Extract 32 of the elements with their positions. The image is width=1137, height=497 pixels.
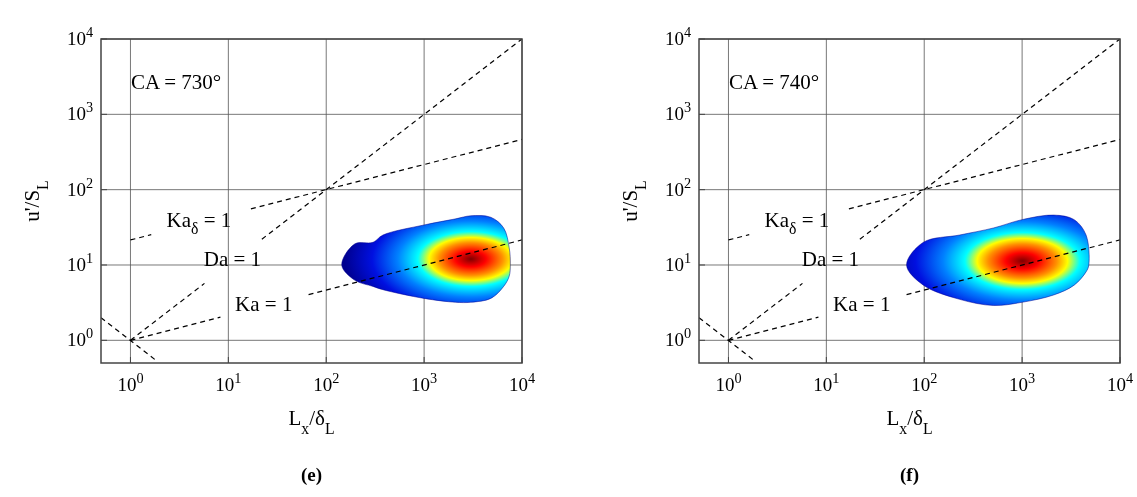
text: (e) — [300, 464, 323, 486]
series-label: Ka = 1 — [833, 291, 891, 316]
y-tick-label: 10$^{4}$ — [66, 24, 93, 49]
x-tick-label: 10$^{3}$ — [411, 370, 438, 395]
x-axis-title: L$_{x}$/δ$_{L}$ — [288, 406, 335, 437]
y-tick-label: 10$^{3}$ — [66, 99, 93, 125]
series-label: Da = 1 — [203, 247, 262, 272]
x-tick-label: 10$^{0}$ — [715, 370, 742, 395]
y-tick-label: 10$^{0}$ — [664, 325, 691, 351]
text: CA = 740° — [729, 70, 820, 94]
series-label: Ka = 1 — [235, 291, 293, 316]
y-tick-label: 10$^{2}$ — [664, 174, 691, 200]
y-tick-label: 10$^{4}$ — [664, 24, 691, 49]
y-tick-label: 10$^{3}$ — [664, 99, 691, 125]
y-tick-label: 10$^{0}$ — [66, 325, 93, 351]
series-label: Ka$_{δ}$ = 1 — [764, 207, 830, 237]
series-label: Da = 1 — [801, 247, 860, 272]
text: (f) — [900, 464, 919, 486]
text: CA = 730° — [131, 70, 222, 94]
x-tick-label: 10$^{4}$ — [508, 370, 536, 395]
y-tick-label: 10$^{1}$ — [66, 249, 93, 275]
y-tick-label: 10$^{1}$ — [664, 249, 691, 275]
x-tick-label: 10$^{2}$ — [313, 370, 340, 395]
x-tick-label: 10$^{3}$ — [1009, 370, 1036, 395]
series-label: Ka$_{δ}$ = 1 — [166, 207, 232, 237]
x-tick-label: 10$^{1}$ — [215, 370, 242, 395]
x-tick-label: 10$^{2}$ — [911, 370, 938, 395]
x-tick-label: 10$^{4}$ — [1106, 370, 1134, 395]
x-tick-label: 10$^{1}$ — [813, 370, 840, 395]
y-tick-label: 10$^{2}$ — [66, 174, 93, 200]
x-axis-title: L$_{x}$/δ$_{L}$ — [886, 406, 933, 437]
x-tick-label: 10$^{0}$ — [117, 370, 144, 395]
